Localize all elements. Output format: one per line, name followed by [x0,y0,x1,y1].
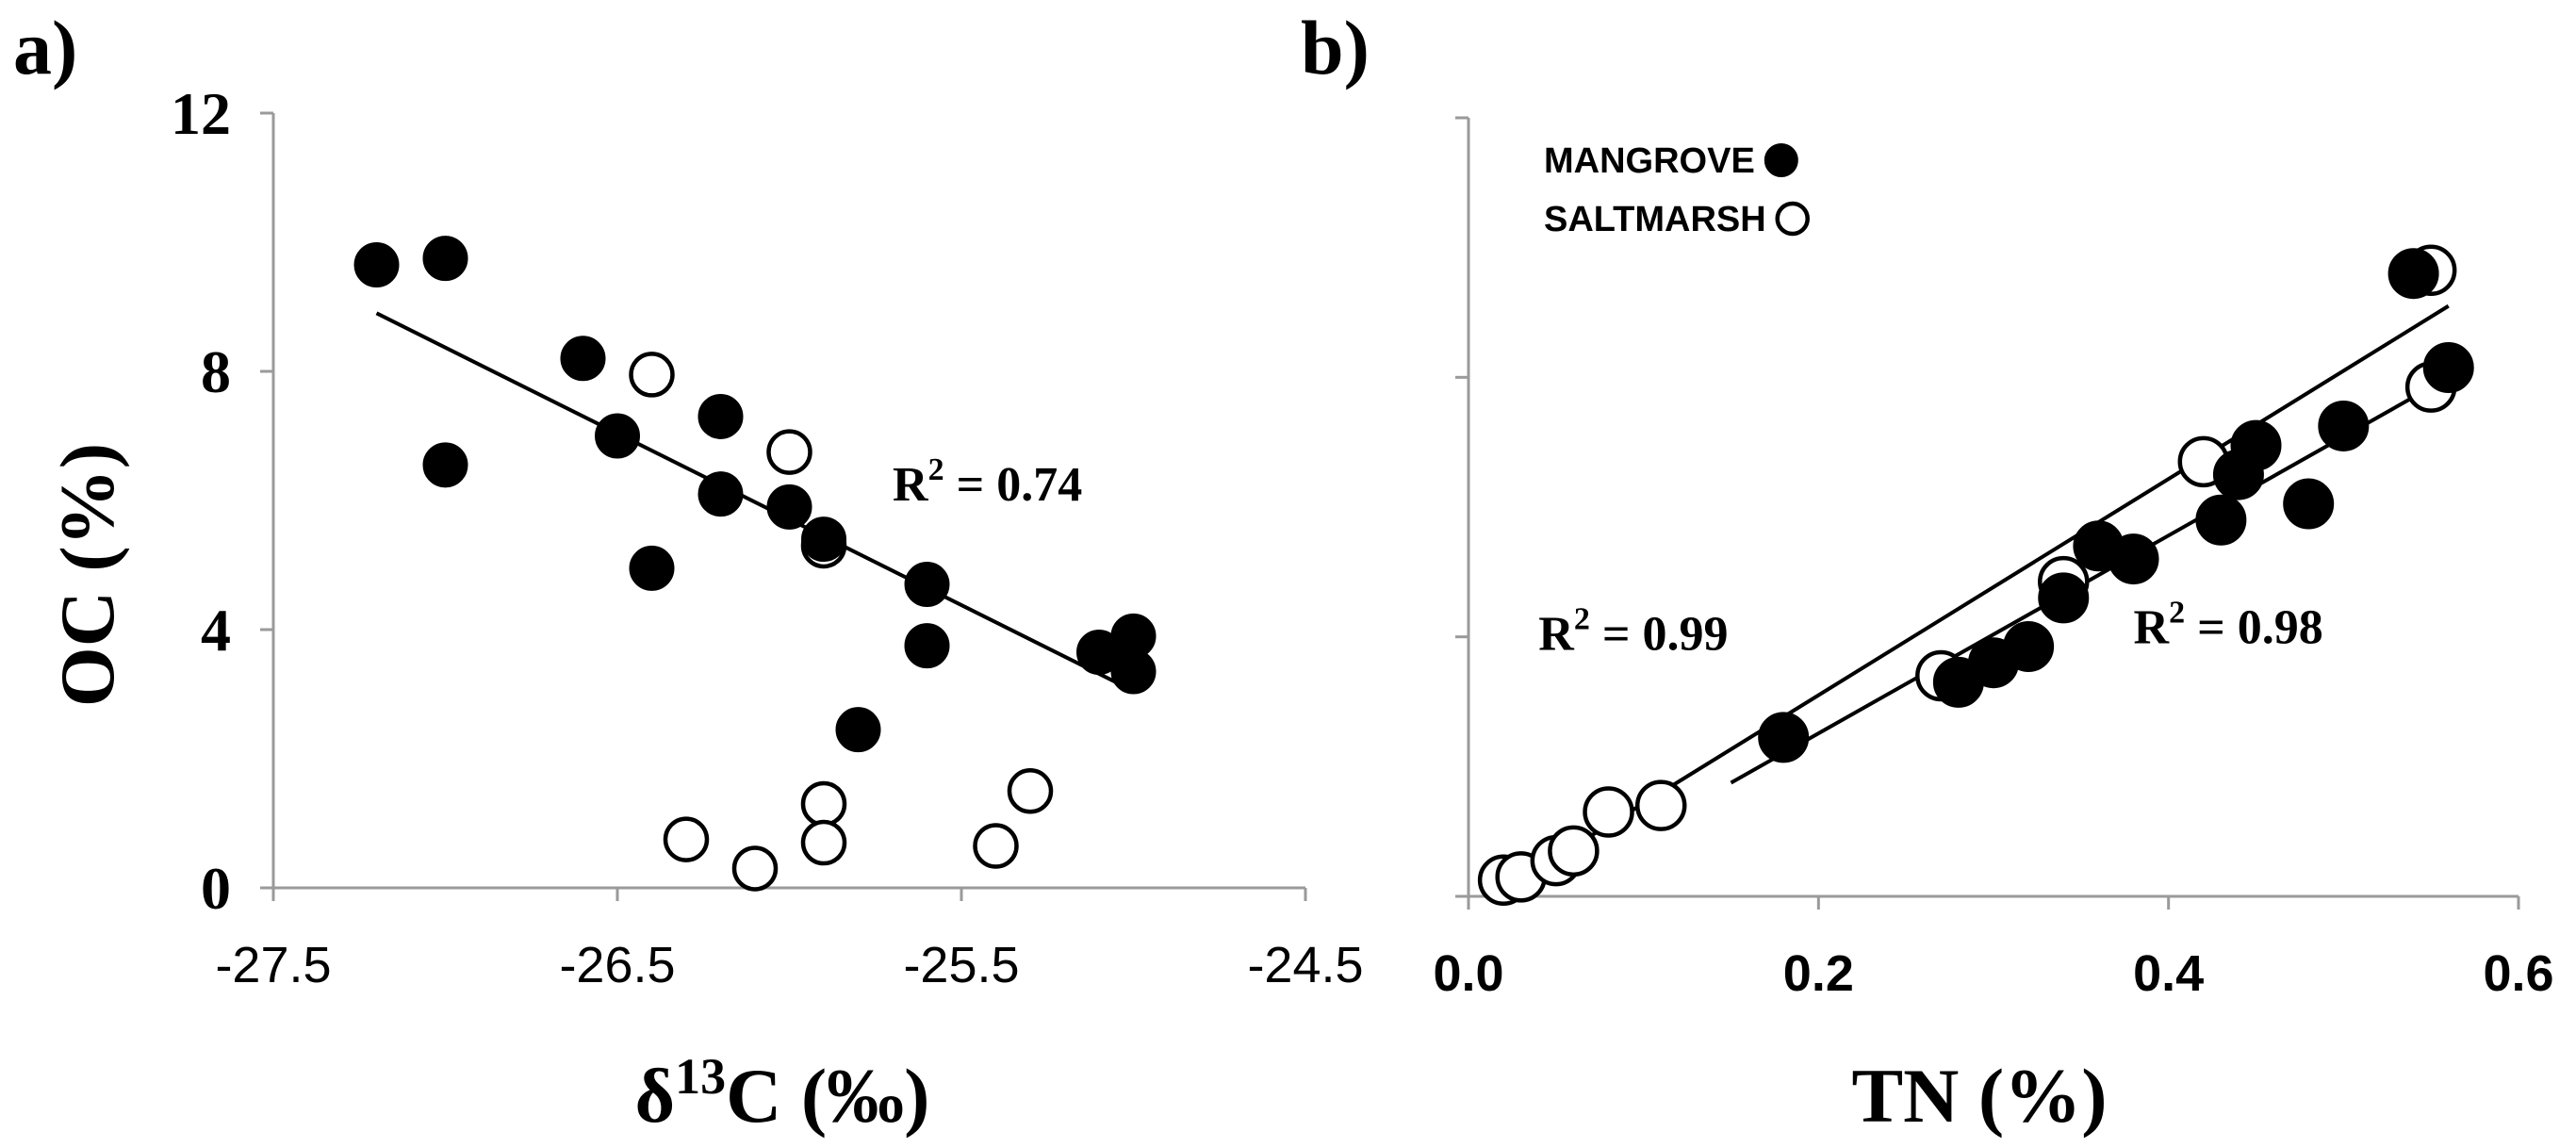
panel-a-mangrove-point [801,517,846,563]
panel-a-mangrove-point [766,484,812,530]
panel-b-xtick-label: 0.0 [1433,945,1503,1002]
panel-a-axes [271,113,1305,890]
panel-b-xlabel: TN (%) [1851,1053,2107,1139]
panel-a-mangrove-point [560,336,606,382]
panel-a-mangrove-point [697,471,744,517]
panel-a-xtick-label: -27.5 [215,937,331,993]
panel-a-mangrove-point [835,707,881,753]
panel-a-saltmarsh-point [731,845,779,892]
panel-b-legend-label: SALTMARSH [1544,200,1766,239]
panel-b-mangrove-point [2003,620,2055,672]
panel-b-mangrove-point [2318,400,2370,451]
panel-a-ytick-label: 4 [201,597,231,664]
panel-b-xtick-label: 0.4 [2133,945,2204,1002]
panel-b-xtick-label: 0.2 [1783,945,1854,1002]
panel-b-mangrove-point [2108,533,2159,585]
panel-a-r2-annotation: R2 = 0.74 [893,452,1082,512]
panel-a-saltmarsh-point [629,352,675,398]
panel-b-legend-label: MANGROVE [1544,141,1755,181]
panel-a-mangrove-point [1110,648,1157,695]
panel-a-mangrove-point [595,413,640,459]
panel-a-label: a) [13,5,77,90]
panel-b-ticks: 0.0 0.2 0.4 0.6 [1433,116,2554,1002]
panel-b-label: b) [1301,5,1370,90]
panel-b-mangrove-point [2283,478,2335,530]
panel-a-ytick-label: 8 [201,338,231,405]
panel-a-xtick-label: -24.5 [1247,937,1363,993]
panel-a-saltmarsh-point [800,819,847,866]
panel-b-mangrove-point [2422,342,2474,394]
panel-a-mangrove-point [422,442,468,488]
panel-a-xlabel-rest: C (‰) [726,1053,929,1139]
panel-b-annotations: R2 = 0.99 R2 = 0.98 [1538,596,2322,662]
panel-a-mangrove-point [904,562,950,608]
panel-a-saltmarsh-point [766,429,812,475]
panel-b-mangrove-point [2038,572,2090,624]
panel-b-r2-annotation: R2 = 0.98 [2134,596,2323,655]
panel-a-xtick-label: -26.5 [559,937,675,993]
panel-b-points [1477,244,2474,907]
panel-b-xtick-label: 0.6 [2483,945,2553,1002]
panel-a-saltmarsh-point [1007,768,1054,814]
panel-a-xtick-label: -25.5 [903,937,1019,993]
panel-a-mangrove-point [697,393,744,439]
panel-a-mangrove-point [353,241,400,287]
panel-a-saltmarsh-point [800,780,847,828]
panel-b-legend: MANGROVE SALTMARSH [1544,141,1810,239]
panel-a-ylabel: OC (%) [44,443,130,707]
panel-a-ytick-label: 12 [171,80,231,147]
panel-a-xlabel-base: δ [635,1053,676,1139]
panel-a-xlabel-sup: 13 [675,1048,726,1105]
panel-a-annotations: R2 = 0.74 [893,452,1082,512]
panel-b-axes [1467,118,2519,898]
panel-a-mangrove-point [422,236,468,282]
panel-a-saltmarsh-point [663,816,710,862]
panel-a-trendline [375,311,1135,693]
panel-a-ytick-label: 0 [201,855,231,922]
panel-b-mangrove-point [2387,248,2439,300]
panel-a: a) -27.5 -26.5 -25.5 -24.5 0 4 8 12 R2 = 0.74 δ… [13,5,1364,1139]
panel-a-saltmarsh-point [973,823,1019,869]
panel-a-xlabel: δ13C (‰) [635,1048,930,1139]
panel-a-trendlines [375,311,1135,693]
panel-b-saltmarsh-point [1583,786,1634,838]
panel-b-mangrove-point [2230,419,2282,471]
panel-a-mangrove-point [904,623,950,669]
panel-b-r2-annotation: R2 = 0.99 [1538,601,1728,661]
panel-a-ticks: -27.5 -26.5 -25.5 -24.5 0 4 8 12 [171,80,1364,993]
panel-a-points [353,236,1157,892]
panel-b-saltmarsh-point [1634,779,1687,831]
panel-b-mangrove-point [1758,712,1810,763]
panel-a-mangrove-point [629,545,675,591]
panel-b-legend-marker-saltmarsh [1775,201,1810,237]
panel-b-legend-marker-mangrove [1764,143,1798,177]
panel-b: b) 0.0 0.2 0.4 0.6 R2 = 0.99 R2 = 0.98 MANGR… [1301,5,2554,1139]
panel-b-mangrove-point [2195,494,2247,546]
panel-b-saltmarsh-point [1548,825,1600,877]
